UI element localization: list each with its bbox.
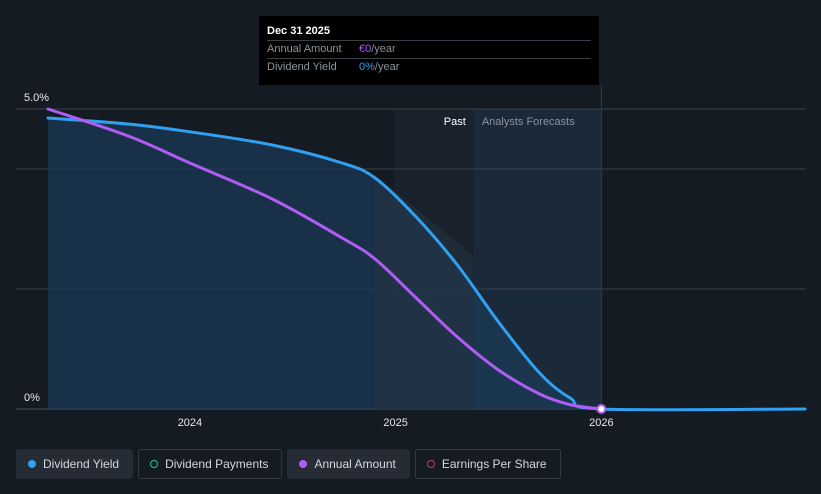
x-tick-label: 2025 — [383, 417, 407, 429]
tooltip-value: €0 — [359, 43, 372, 55]
legend-item-annual-amount[interactable]: Annual Amount — [287, 449, 410, 479]
legend-item-earnings-per-share[interactable]: Earnings Per Share — [414, 449, 561, 479]
selected-point-marker — [596, 404, 607, 414]
y-tick-label: 0% — [24, 392, 40, 404]
tooltip-value: 0% — [359, 61, 375, 73]
legend-ring-icon — [426, 460, 435, 468]
tooltip: Dec 31 2025 Annual Amount €0/year Dividen… — [259, 16, 599, 85]
tooltip-row-dividend-yield: Dividend Yield 0%/year — [267, 59, 591, 76]
past-shadow-area — [375, 175, 474, 409]
tooltip-row-annual-amount: Annual Amount €0/year — [267, 41, 591, 59]
legend-item-dividend-yield[interactable]: Dividend Yield — [16, 449, 134, 479]
tooltip-date: Dec 31 2025 — [267, 16, 591, 41]
x-tick-label: 2024 — [178, 417, 202, 429]
legend-ring-icon — [150, 460, 159, 468]
tooltip-label: Annual Amount — [267, 43, 342, 55]
annual-amount-line — [46, 107, 603, 411]
legend-dot-icon — [299, 460, 308, 468]
analysts-forecasts-label: Analysts Forecasts — [482, 116, 575, 128]
past-label: Past — [444, 116, 466, 128]
y-tick-label: 5.0% — [24, 92, 49, 104]
legend-dot-icon — [28, 460, 36, 468]
legend-label: Earnings Per Share — [441, 457, 547, 471]
legend-label: Annual Amount — [314, 457, 396, 471]
tooltip-label: Dividend Yield — [267, 61, 337, 73]
tooltip-unit: /year — [371, 43, 396, 55]
legend-item-dividend-payments[interactable]: Dividend Payments — [138, 449, 283, 479]
x-tick-label: 2026 — [589, 417, 613, 429]
legend-label: Dividend Payments — [165, 457, 269, 471]
legend: Dividend Yield Dividend Payments Annual … — [16, 449, 561, 481]
legend-label: Dividend Yield — [43, 457, 120, 471]
tooltip-unit: /year — [374, 61, 400, 73]
